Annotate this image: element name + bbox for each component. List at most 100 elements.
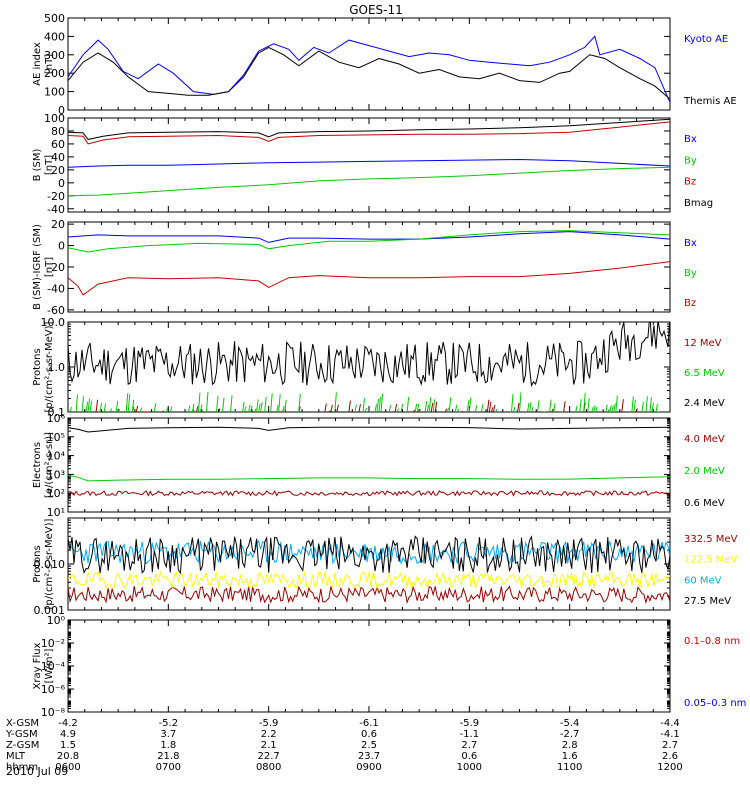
- series-spike-12 MeV: [563, 401, 566, 412]
- footer-value: 1200: [657, 762, 682, 773]
- y-tick-label: 0.010: [34, 558, 66, 571]
- y-tick-label: 300: [44, 49, 65, 62]
- series-spike-6.5 MeV: [583, 392, 586, 412]
- series-spike-6.5 MeV: [418, 409, 422, 412]
- y-tick-label: 10⁴: [47, 450, 66, 463]
- date-label: 2010 Jul 09: [6, 765, 68, 778]
- series-spike-6.5 MeV: [529, 402, 532, 412]
- series-line-Bx: [68, 231, 670, 243]
- y-tick-label: 500: [44, 12, 65, 25]
- legend-Kyoto AE: Kyoto AE: [684, 34, 728, 45]
- series-spike-12 MeV: [336, 404, 339, 412]
- legend-12 MeV: 12 MeV: [684, 338, 722, 349]
- series-line-2.4 MeV: [68, 322, 670, 388]
- series-spike-6.5 MeV: [143, 410, 147, 412]
- series-line-122.5 MeV: [68, 570, 670, 590]
- series-spike-6.5 MeV: [641, 401, 644, 412]
- y-tick-label: 0: [58, 104, 65, 117]
- series-spike-6.5 MeV: [631, 396, 634, 412]
- footer-row-label: hhmm: [6, 762, 38, 773]
- y-tick-label: -40: [47, 203, 65, 216]
- legend-122.5 MeV: 122.5 MeV: [684, 555, 738, 566]
- series-spike-12 MeV: [195, 406, 199, 412]
- series-line-Kyoto AE: [68, 35, 670, 103]
- legend-4.0 MeV: 4.0 MeV: [684, 434, 725, 445]
- footer-value: 23.7: [358, 751, 380, 762]
- series-spike-6.5 MeV: [551, 409, 554, 412]
- series-spike-6.5 MeV: [270, 393, 273, 412]
- series-spike-6.5 MeV: [284, 399, 287, 412]
- series-spike-12 MeV: [330, 404, 333, 412]
- y-axis-label: [e/(cm²-s-sr)]: [44, 432, 55, 498]
- y-tick-label: 10⁰: [47, 614, 66, 627]
- y-tick-label: -20: [47, 190, 65, 203]
- legend-Bx: Bx: [684, 134, 697, 145]
- series-spike-6.5 MeV: [187, 405, 191, 412]
- legend-6.5 MeV: 6.5 MeV: [684, 368, 725, 379]
- series-spike-6.5 MeV: [416, 404, 420, 412]
- series-spike-6.5 MeV: [456, 408, 460, 412]
- series-spike-6.5 MeV: [406, 397, 410, 412]
- series-spike-6.5 MeV: [242, 401, 245, 412]
- series-spike-6.5 MeV: [591, 406, 594, 412]
- footer-value: -5.9: [460, 718, 480, 729]
- series-spike-6.5 MeV: [374, 404, 378, 412]
- y-tick-label: -60: [47, 304, 65, 317]
- series-spike-12 MeV: [358, 404, 361, 412]
- series-spike-6.5 MeV: [613, 403, 616, 412]
- y-axis-label: [nT]: [44, 257, 55, 277]
- series-spike-6.5 MeV: [645, 396, 648, 412]
- series-spike-6.5 MeV: [553, 403, 556, 412]
- y-tick-label: 10⁻⁴: [41, 660, 66, 673]
- footer-value: -4.2: [58, 718, 78, 729]
- footer-value: -5.9: [259, 718, 279, 729]
- y-axis-label: [p/(cm²-s-sr-MeV)]: [44, 321, 55, 412]
- series-spike-6.5 MeV: [230, 395, 233, 412]
- y-tick-label: 100: [44, 86, 65, 99]
- series-spike-12 MeV: [328, 410, 331, 412]
- legend-Bx: Bx: [684, 238, 697, 249]
- y-tick-label: 20: [51, 164, 65, 177]
- footer-value: -4.1: [660, 729, 680, 740]
- y-tick-label: 10⁵: [47, 431, 65, 444]
- series-spike-6.5 MeV: [282, 405, 285, 412]
- footer-value: -4.4: [660, 718, 680, 729]
- series-spike-12 MeV: [635, 408, 638, 412]
- series-spike-6.5 MeV: [446, 407, 450, 412]
- panel-bigrf: -60 -40 -20 0 20 B (SM)-IGRF (SM) [nT] Bx By Bz: [32, 218, 697, 317]
- series-spike-6.5 MeV: [103, 403, 107, 412]
- series-spike-6.5 MeV: [81, 396, 85, 412]
- footer-value: 4.9: [60, 729, 76, 740]
- series-line-60 MeV: [68, 539, 670, 565]
- series-spike-12 MeV: [348, 400, 351, 412]
- series-spike-6.5 MeV: [424, 401, 428, 412]
- series-spike-6.5 MeV: [87, 398, 91, 412]
- series-spike-6.5 MeV: [593, 405, 596, 412]
- legend-By: By: [684, 155, 697, 166]
- y-axis-label: B (SM): [32, 148, 43, 181]
- footer-value: -5.4: [560, 718, 580, 729]
- series-spike-12 MeV: [490, 407, 494, 412]
- plot-area: [68, 230, 670, 296]
- y-tick-label: 0.001: [34, 604, 66, 617]
- series-spike-6.5 MeV: [519, 392, 522, 412]
- series-spike-6.5 MeV: [264, 396, 267, 412]
- series-spike-6.5 MeV: [649, 397, 652, 412]
- series-spike-6.5 MeV: [510, 394, 514, 412]
- footer-row-label: Z-GSM: [6, 740, 39, 751]
- legend-60 MeV: 60 MeV: [684, 575, 722, 586]
- footer-value: 2.7: [662, 740, 678, 751]
- series-line-27.5 MeV: [68, 535, 670, 575]
- series-spike-6.5 MeV: [364, 407, 367, 412]
- series-spike-6.5 MeV: [378, 397, 382, 412]
- series-spike-6.5 MeV: [663, 410, 666, 412]
- series-line-By: [68, 230, 670, 253]
- series-spike-6.5 MeV: [85, 401, 89, 412]
- series-spike-6.5 MeV: [165, 407, 169, 412]
- y-tick-label: 10²: [47, 487, 65, 500]
- series-spike-6.5 MeV: [69, 406, 72, 412]
- footer-row-label: MLT: [6, 751, 26, 762]
- footer-value: 2.8: [562, 740, 578, 751]
- legend-2.4 MeV: 2.4 MeV: [684, 398, 725, 409]
- y-tick-label: 1.0: [48, 361, 66, 374]
